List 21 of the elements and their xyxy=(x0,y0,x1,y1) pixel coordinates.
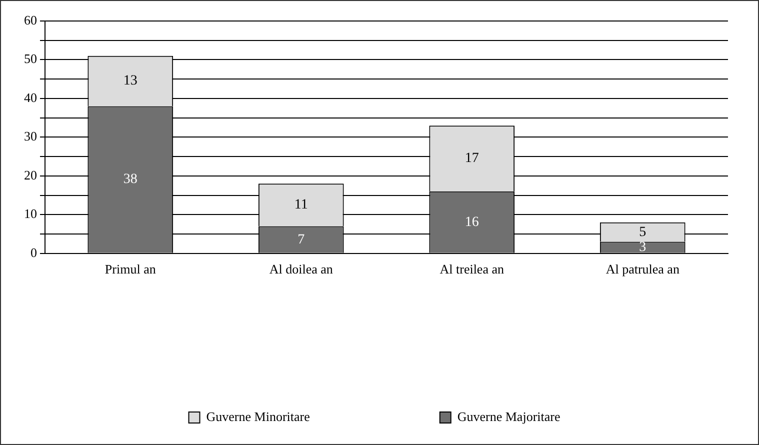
data-label: 5 xyxy=(639,224,646,240)
x-tick-label: Al treilea an xyxy=(440,262,504,277)
legend-label: Guverne Minoritare xyxy=(206,408,310,424)
data-label: 38 xyxy=(123,172,138,188)
y-tick-label: 0 xyxy=(30,244,37,260)
y-tick-label: 50 xyxy=(24,51,37,66)
legend-label: Guverne Majoritare xyxy=(457,408,560,424)
data-label: 17 xyxy=(464,151,479,166)
data-label: 16 xyxy=(464,214,479,230)
data-label: 11 xyxy=(294,198,308,213)
y-tick-label: 10 xyxy=(24,206,37,222)
y-tick-label: 60 xyxy=(24,12,37,28)
x-tick-label: Primul an xyxy=(104,262,156,277)
x-tick-label: Al doilea an xyxy=(269,262,334,277)
data-label: 7 xyxy=(298,232,305,248)
data-label: 13 xyxy=(123,74,138,89)
x-tick-label: Al patrulea an xyxy=(606,262,680,277)
y-tick-label: 20 xyxy=(24,167,37,182)
y-tick-label: 40 xyxy=(24,90,37,105)
data-label: 3 xyxy=(639,240,646,256)
y-tick-label: 30 xyxy=(24,128,37,144)
